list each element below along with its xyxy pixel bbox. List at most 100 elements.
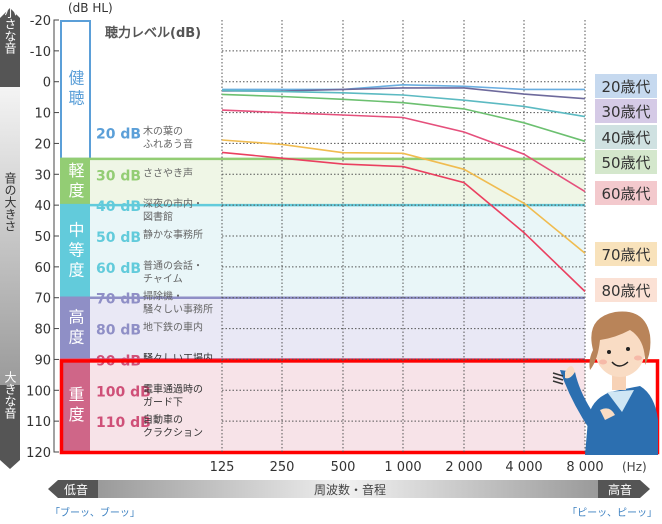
series-line-80歳代 bbox=[221, 151, 586, 293]
x-tick-label: 8 000 bbox=[566, 460, 603, 475]
y-tick-label: 100 bbox=[26, 384, 51, 399]
band-label-box bbox=[60, 20, 91, 160]
example-sound-text: 木の葉の bbox=[143, 124, 183, 137]
loudness-label: 音の大きさ bbox=[3, 171, 17, 232]
legend-box bbox=[595, 150, 657, 174]
example-sound-text: 電車通過時の bbox=[143, 382, 203, 395]
example-db-label: 30 dB bbox=[96, 168, 141, 184]
y-tick-label: 80 bbox=[34, 323, 51, 338]
y-tick-label: 40 bbox=[34, 199, 51, 214]
series-line-20歳代 bbox=[222, 83, 585, 91]
example-sound-text: クラクション bbox=[143, 427, 203, 439]
legend-box bbox=[595, 99, 657, 123]
example-db-label: 110 dB bbox=[96, 415, 151, 431]
example-db-label: 50 dB bbox=[96, 230, 141, 246]
x-tick-label: 500 bbox=[331, 460, 356, 475]
example-db-label: 20 dB bbox=[96, 126, 141, 142]
legend-label: 70歳代 bbox=[601, 246, 650, 264]
example-sound-text: 掃除機・ bbox=[143, 290, 183, 303]
band-3-area bbox=[60, 297, 585, 360]
band-label: 高度 bbox=[66, 309, 85, 349]
example-db-label: 70 dB bbox=[96, 292, 141, 308]
y-tick-label: 90 bbox=[34, 353, 51, 368]
y-tick-label: 50 bbox=[34, 230, 51, 245]
severe-highlight-frame bbox=[59, 359, 660, 455]
y-tick-label: -10 bbox=[30, 45, 51, 60]
arrow-up-icon bbox=[0, 8, 20, 87]
series-line-50歳代 bbox=[221, 93, 586, 143]
loudness-axis-bar: 小さな音 音の大きさ 大きな音 bbox=[0, 6, 20, 469]
y-axis-unit: (dB HL) bbox=[68, 1, 113, 15]
example-sound-text: チャイム bbox=[143, 273, 183, 285]
band-1-area bbox=[60, 158, 585, 206]
band-label: 健聴 bbox=[66, 69, 85, 109]
example-sound-text: ささやき声 bbox=[143, 166, 193, 179]
band-2-area bbox=[60, 205, 585, 298]
arrow-down-icon bbox=[0, 385, 20, 469]
legend-label: 40歳代 bbox=[601, 129, 650, 147]
x-tick-label: 2 000 bbox=[445, 460, 482, 475]
y-tick-label: 70 bbox=[34, 292, 51, 307]
legend-box bbox=[595, 125, 657, 149]
loud-sound-label: 大きな音 bbox=[3, 371, 17, 420]
y-tick-label: 30 bbox=[34, 168, 51, 183]
legend-label: 60歳代 bbox=[601, 185, 650, 203]
example-sound-text: 深夜の市内・ bbox=[143, 197, 203, 210]
x-tick-label: 1 000 bbox=[384, 460, 421, 475]
x-axis-title: 周波数・音程 bbox=[314, 482, 386, 497]
series-line-40歳代 bbox=[221, 89, 586, 118]
x-tick-label: 125 bbox=[210, 460, 235, 475]
band-label-box bbox=[60, 205, 90, 298]
y-tick-label: 120 bbox=[26, 446, 51, 461]
example-sound-text: ふれあう音 bbox=[143, 137, 193, 150]
low-sound-example: 「ブーッ、ブーッ」 bbox=[50, 506, 140, 519]
y-tick-label: 10 bbox=[34, 107, 51, 122]
example-db-label: 80 dB bbox=[96, 323, 141, 339]
series-line-60歳代 bbox=[221, 109, 586, 193]
high-pitch-label: 高音 bbox=[608, 482, 632, 497]
legend-box bbox=[595, 242, 657, 266]
x-axis-unit: (Hz) bbox=[622, 460, 647, 474]
arrow-right-icon bbox=[598, 480, 650, 498]
example-sound-text: 地下鉄の車内 bbox=[143, 321, 203, 334]
example-sound-text: 普通の会話・ bbox=[143, 259, 203, 272]
example-db-label: 100 dB bbox=[96, 384, 151, 400]
legend-box bbox=[595, 74, 657, 98]
woman-illustration-icon bbox=[552, 311, 658, 455]
legend-box bbox=[595, 181, 657, 205]
example-db-label: 60 dB bbox=[96, 261, 141, 277]
legend-label: 20歳代 bbox=[601, 78, 650, 96]
legend-label: 30歳代 bbox=[601, 103, 650, 121]
chart-title: 聴力レベル(dB) bbox=[105, 25, 201, 41]
band-label-box bbox=[60, 158, 90, 206]
example-db-label: 40 dB bbox=[96, 199, 141, 215]
band-4-area bbox=[60, 359, 585, 452]
y-tick-label: -20 bbox=[30, 14, 51, 29]
y-tick-label: 110 bbox=[26, 415, 51, 430]
example-sound-text: 騒々しい事務所 bbox=[143, 303, 213, 316]
example-sound-text: 静かな事務所 bbox=[143, 228, 203, 241]
high-sound-example: 「ピーッ、ピーッ」 bbox=[567, 507, 657, 519]
legend-label: 50歳代 bbox=[601, 154, 650, 172]
arrow-left-icon bbox=[48, 480, 98, 498]
y-tick-label: 0 bbox=[43, 76, 51, 91]
series-line-70歳代 bbox=[221, 139, 586, 254]
band-label: 軽度 bbox=[66, 162, 85, 202]
example-sound-text: ガード下 bbox=[143, 396, 183, 408]
example-sound-text: 自動車の bbox=[143, 413, 183, 426]
legend-box bbox=[595, 278, 657, 302]
frequency-axis-bar: 低音 高音 周波数・音程 「ブーッ、ブーッ」 「ピーッ、ピーッ」 bbox=[48, 480, 657, 519]
band-label-box bbox=[60, 359, 90, 452]
y-tick-label: 60 bbox=[34, 261, 51, 276]
low-pitch-label: 低音 bbox=[64, 482, 88, 497]
x-tick-label: 250 bbox=[270, 460, 295, 475]
quiet-sound-label: 小さな音 bbox=[3, 6, 17, 55]
band-label: 重度 bbox=[66, 386, 85, 426]
example-sound-text: 図書館 bbox=[143, 210, 173, 223]
y-tick-label: 20 bbox=[34, 137, 51, 152]
x-tick-label: 4 000 bbox=[505, 460, 542, 475]
legend-label: 80歳代 bbox=[601, 282, 650, 300]
band-label: 中等度 bbox=[66, 221, 85, 281]
band-label-box bbox=[60, 297, 90, 360]
